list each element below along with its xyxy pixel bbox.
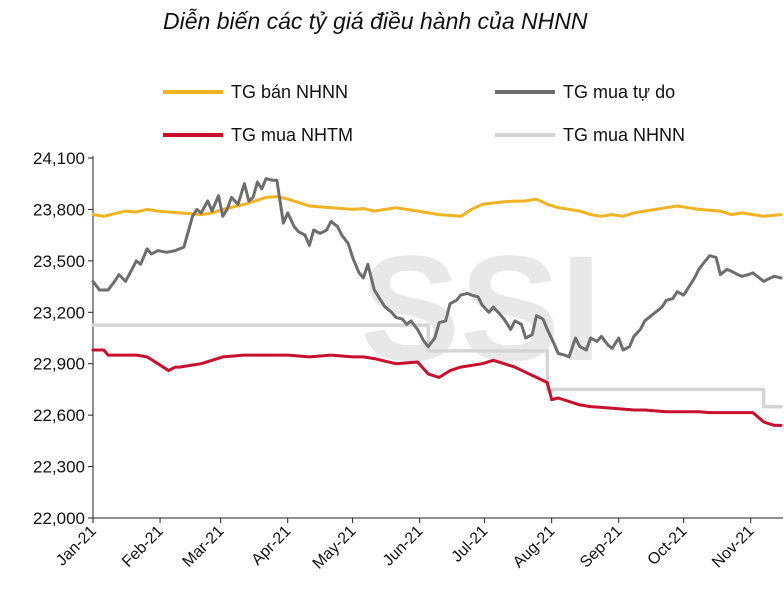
x-tick-label: May-21: [310, 523, 360, 573]
series-line-tg-mua-tu-do: [91, 177, 783, 359]
x-tick-label: Sep-21: [577, 523, 626, 572]
x-tick-label: Aug-21: [510, 523, 559, 572]
x-tick-label: Jan-21: [53, 523, 100, 570]
x-tick-label: Mar-21: [180, 523, 228, 571]
legend-swatch-tg-mua-nhnn: [495, 133, 555, 137]
y-tick-label: 24,100: [33, 149, 85, 168]
legend-label-tg-mua-tu-do: TG mua tự do: [563, 81, 676, 102]
legend-label-tg-mua-nhtm: TG mua NHTM: [231, 124, 354, 145]
x-tick-label: Feb-21: [119, 523, 167, 571]
x-tick-label: Jul-21: [449, 523, 492, 566]
x-tick-label: Apr-21: [249, 523, 295, 569]
chart-title: Diễn biến các tỷ giá điều hành của NHNN: [163, 8, 588, 34]
y-tick-label: 22,000: [33, 509, 85, 528]
y-tick-label: 23,500: [33, 252, 85, 271]
y-tick-label: 22,600: [33, 406, 85, 425]
x-tick-label: Nov-21: [709, 523, 758, 572]
legend-label-tg-mua-nhnn: TG mua NHNN: [563, 124, 686, 145]
legend-item-tg-mua-nhnn: TG mua NHNN: [495, 125, 685, 145]
series-line-tg-mua-nhnn: [91, 323, 783, 409]
series-line-tg-ban-nhnn: [91, 195, 783, 218]
y-tick-label: 23,800: [33, 200, 85, 219]
legend-swatch-tg-ban-nhnn: [163, 90, 223, 94]
legend-item-tg-ban-nhnn: TG bán NHNN: [163, 82, 348, 102]
y-tick-label: 23,200: [33, 303, 85, 322]
x-tick-label: Oct-21: [644, 523, 690, 569]
y-tick-label: 22,300: [33, 458, 85, 477]
legend-swatch-tg-mua-tu-do: [495, 90, 555, 94]
x-tick-label: Jun-21: [380, 523, 427, 570]
watermark: SSI: [360, 224, 602, 392]
legend-swatch-tg-mua-nhtm: [163, 133, 223, 137]
legend-item-tg-mua-tu-do: TG mua tự do: [495, 82, 675, 102]
series-line-tg-mua-nhtm: [91, 348, 783, 427]
y-tick-label: 22,900: [33, 355, 85, 374]
legend-label-tg-ban-nhnn: TG bán NHNN: [231, 81, 349, 102]
legend-item-tg-mua-nhtm: TG mua NHTM: [163, 125, 353, 145]
